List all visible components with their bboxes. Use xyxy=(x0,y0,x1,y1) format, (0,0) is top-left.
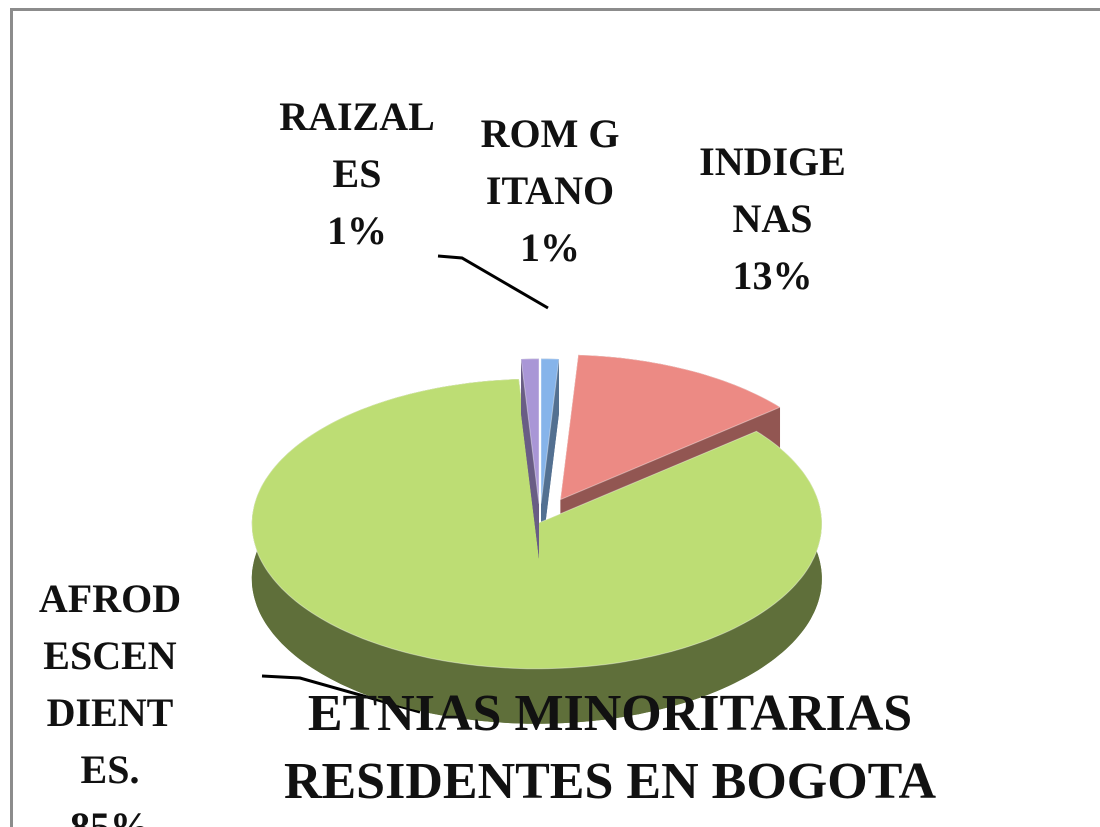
slice-top xyxy=(540,358,560,504)
value-label: 13% xyxy=(732,253,813,298)
slice-top xyxy=(520,358,540,504)
value-label: 85% xyxy=(70,804,150,827)
value-label: 1% xyxy=(520,225,580,270)
slice-top xyxy=(559,354,782,501)
pie-slice xyxy=(520,358,540,559)
leader-line xyxy=(261,674,421,714)
category-label: ROM GITANO xyxy=(480,111,620,213)
chart-frame xyxy=(10,8,1100,827)
chart-title: ETNIAS MINORITARIAS RESIDENTES EN BOGOTA xyxy=(283,685,937,810)
slice-wall xyxy=(541,359,559,559)
category-label: INDIGENAS xyxy=(699,139,846,241)
value-label: 1% xyxy=(327,208,387,253)
data-label: INDIGENAS 13% xyxy=(690,133,855,304)
leader-line xyxy=(437,254,549,310)
category-label: AFRODESCENDIENTES. xyxy=(38,576,182,792)
data-label: ROM GITANO 1% xyxy=(480,105,620,276)
data-label: AFRODESCENDIENTES. 85% xyxy=(35,570,185,827)
slice-wall xyxy=(521,359,539,559)
category-label: RAIZALES xyxy=(279,94,435,196)
data-label: RAIZALES 1% xyxy=(272,88,442,259)
